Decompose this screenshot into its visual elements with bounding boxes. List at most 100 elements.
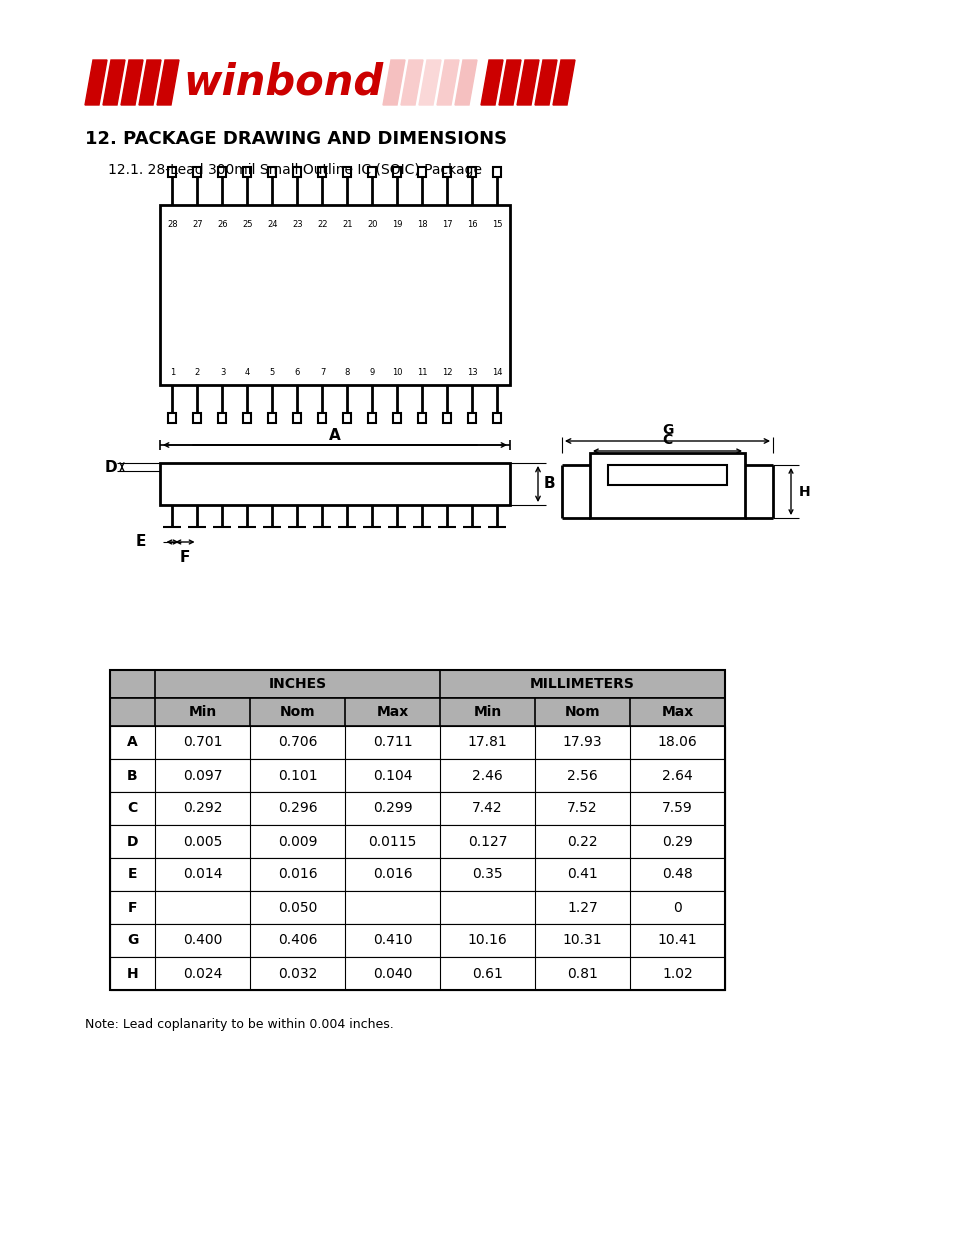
Text: 20: 20 (367, 220, 377, 228)
Text: 3: 3 (219, 368, 225, 377)
Text: 0.29: 0.29 (661, 835, 692, 848)
Text: 2: 2 (194, 368, 200, 377)
Bar (443, 167, 451, 177)
Text: 12.1. 28-Lead 300mil Small Outline IC (SOIC) Package: 12.1. 28-Lead 300mil Small Outline IC (S… (108, 163, 481, 177)
Bar (160, 205, 510, 385)
Text: 0.706: 0.706 (277, 736, 317, 750)
Bar (589, 453, 744, 517)
Bar (493, 412, 501, 424)
Bar (368, 412, 376, 424)
Bar (368, 167, 376, 177)
Bar (243, 167, 252, 177)
Text: Min: Min (188, 705, 216, 719)
Text: 17.81: 17.81 (467, 736, 507, 750)
Text: 0.050: 0.050 (277, 900, 316, 914)
Polygon shape (103, 61, 125, 105)
Bar (110, 890, 724, 924)
Bar (393, 412, 401, 424)
Text: 8: 8 (344, 368, 350, 377)
Polygon shape (535, 61, 557, 105)
Text: D: D (104, 459, 117, 474)
Text: winbond: winbond (183, 62, 383, 104)
Text: 0.014: 0.014 (183, 867, 222, 882)
Text: 17.93: 17.93 (562, 736, 601, 750)
Polygon shape (400, 61, 422, 105)
Bar (110, 858, 724, 890)
Text: Max: Max (660, 705, 693, 719)
Text: C: C (661, 433, 672, 447)
Text: 0.410: 0.410 (373, 934, 412, 947)
Polygon shape (139, 61, 161, 105)
Polygon shape (498, 61, 520, 105)
Polygon shape (553, 61, 575, 105)
Text: H: H (799, 484, 810, 499)
Text: 0.032: 0.032 (277, 967, 316, 981)
Bar (110, 726, 724, 760)
Text: E: E (128, 867, 137, 882)
Text: 7: 7 (319, 368, 325, 377)
Text: Note: Lead coplanarity to be within 0.004 inches.: Note: Lead coplanarity to be within 0.00… (85, 1018, 394, 1031)
Text: 0.005: 0.005 (183, 835, 222, 848)
Text: 0.040: 0.040 (373, 967, 412, 981)
Text: B: B (127, 768, 137, 783)
Text: 0.22: 0.22 (567, 835, 598, 848)
Text: 17: 17 (442, 220, 453, 228)
Polygon shape (436, 61, 458, 105)
Text: C: C (128, 802, 137, 815)
Text: D: D (127, 835, 138, 848)
Text: 15: 15 (492, 220, 502, 228)
Text: 12. PACKAGE DRAWING AND DIMENSIONS: 12. PACKAGE DRAWING AND DIMENSIONS (85, 130, 507, 148)
Text: 22: 22 (317, 220, 328, 228)
Bar (294, 412, 301, 424)
Text: 2.56: 2.56 (566, 768, 598, 783)
Text: G: G (661, 424, 673, 437)
Text: B: B (543, 477, 555, 492)
Text: Nom: Nom (564, 705, 599, 719)
Bar (110, 924, 724, 957)
Polygon shape (517, 61, 538, 105)
Bar (243, 412, 252, 424)
Text: 2.46: 2.46 (472, 768, 502, 783)
Bar (110, 671, 724, 990)
Text: 12: 12 (442, 368, 453, 377)
Text: 14: 14 (492, 368, 502, 377)
Polygon shape (85, 61, 107, 105)
Text: E: E (135, 535, 146, 550)
Text: 0.35: 0.35 (472, 867, 502, 882)
Bar (193, 412, 201, 424)
Bar (110, 698, 724, 726)
Text: 4: 4 (245, 368, 250, 377)
Polygon shape (480, 61, 502, 105)
Text: 21: 21 (342, 220, 353, 228)
Text: MILLIMETERS: MILLIMETERS (530, 677, 635, 692)
Text: F: F (179, 550, 190, 564)
Text: Min: Min (473, 705, 501, 719)
Text: 0.48: 0.48 (661, 867, 692, 882)
Text: 10: 10 (392, 368, 402, 377)
Text: 0.299: 0.299 (373, 802, 412, 815)
Text: 19: 19 (392, 220, 402, 228)
Text: 0.711: 0.711 (373, 736, 412, 750)
Bar (110, 825, 724, 858)
Bar (110, 957, 724, 990)
Text: 7.59: 7.59 (661, 802, 692, 815)
Text: 2.64: 2.64 (661, 768, 692, 783)
Bar (160, 463, 510, 505)
Text: 0.101: 0.101 (277, 768, 317, 783)
Text: 27: 27 (192, 220, 203, 228)
Text: 10.16: 10.16 (467, 934, 507, 947)
Bar (169, 412, 176, 424)
Bar (418, 167, 426, 177)
Text: 1.02: 1.02 (661, 967, 692, 981)
Text: 5: 5 (270, 368, 274, 377)
Text: 0.016: 0.016 (373, 867, 412, 882)
Polygon shape (157, 61, 179, 105)
Text: 0.296: 0.296 (277, 802, 317, 815)
Bar (393, 167, 401, 177)
Text: 0.41: 0.41 (566, 867, 598, 882)
Bar (418, 412, 426, 424)
Text: 16: 16 (467, 220, 477, 228)
Bar (268, 412, 276, 424)
Text: 1: 1 (170, 368, 175, 377)
Bar (343, 412, 351, 424)
